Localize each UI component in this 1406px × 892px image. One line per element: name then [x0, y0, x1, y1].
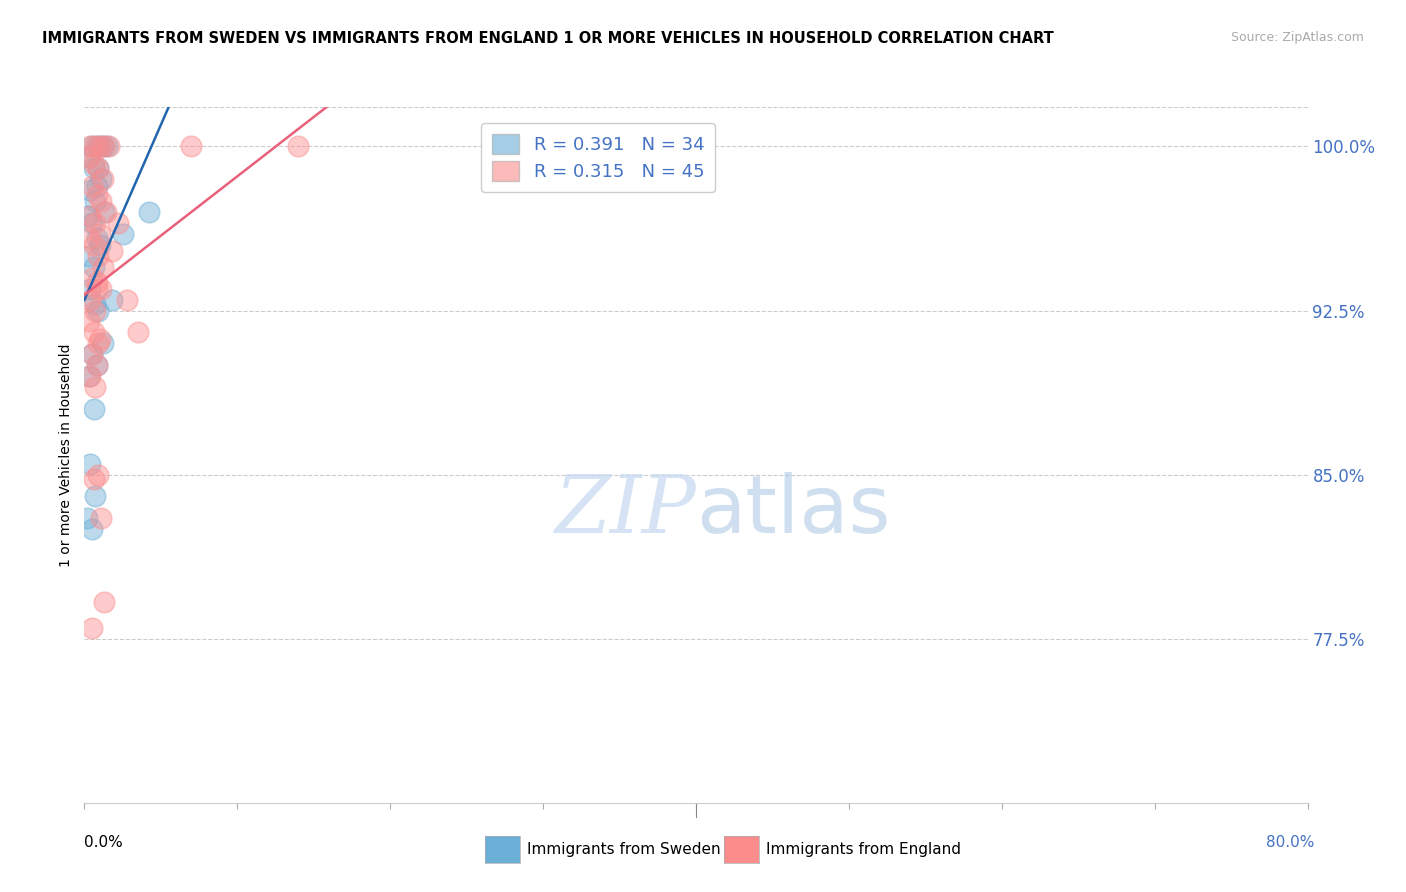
- Point: [93, 594, 115, 608]
- Point: [97, 139, 120, 153]
- Point: [80, 347, 103, 361]
- Legend: R = 0.391   N = 34, R = 0.315   N = 45: R = 0.391 N = 34, R = 0.315 N = 45: [481, 123, 716, 192]
- Point: [91, 172, 114, 186]
- Point: [93, 139, 115, 153]
- Point: [111, 227, 134, 241]
- Text: 80.0%: 80.0%: [1267, 836, 1315, 850]
- Y-axis label: 1 or more Vehicles in Household: 1 or more Vehicles in Household: [59, 343, 73, 566]
- Point: [93, 205, 115, 219]
- Point: [86, 187, 108, 202]
- Point: [287, 139, 309, 153]
- Text: 0.0%: 0.0%: [84, 836, 124, 850]
- Point: [83, 157, 105, 171]
- Point: [77, 150, 100, 164]
- Point: [76, 511, 98, 525]
- Point: [77, 369, 100, 384]
- Point: [90, 172, 112, 186]
- Point: [79, 293, 101, 307]
- Text: Immigrants from Sweden: Immigrants from Sweden: [527, 842, 721, 856]
- Point: [79, 457, 101, 471]
- Text: ZIP: ZIP: [554, 472, 696, 549]
- Point: [83, 260, 105, 274]
- Point: [80, 216, 103, 230]
- Point: [83, 326, 105, 340]
- Point: [87, 467, 110, 482]
- Point: [79, 369, 101, 384]
- Point: [86, 178, 108, 193]
- Point: [89, 227, 111, 241]
- Text: IMMIGRANTS FROM SWEDEN VS IMMIGRANTS FROM ENGLAND 1 OR MORE VEHICLES IN HOUSEHOL: IMMIGRANTS FROM SWEDEN VS IMMIGRANTS FRO…: [42, 31, 1054, 46]
- Point: [80, 139, 103, 153]
- Point: [80, 347, 103, 361]
- Point: [77, 249, 100, 263]
- Point: [80, 621, 103, 635]
- Point: [86, 139, 108, 153]
- Point: [79, 282, 101, 296]
- Point: [90, 194, 112, 208]
- Point: [79, 139, 101, 153]
- Point: [77, 150, 100, 164]
- Point: [127, 326, 149, 340]
- Point: [101, 244, 124, 259]
- Point: [79, 210, 101, 224]
- Point: [91, 139, 114, 153]
- Point: [107, 216, 129, 230]
- Point: [86, 358, 108, 372]
- Point: [84, 303, 107, 318]
- Point: [115, 293, 138, 307]
- Point: [84, 139, 107, 153]
- Point: [79, 183, 101, 197]
- Text: Immigrants from England: Immigrants from England: [766, 842, 962, 856]
- Point: [138, 205, 160, 219]
- Point: [86, 275, 108, 289]
- Point: [80, 522, 103, 536]
- Point: [84, 194, 107, 208]
- Point: [87, 336, 110, 351]
- Point: [90, 282, 112, 296]
- Point: [77, 231, 100, 245]
- Point: [87, 249, 110, 263]
- Point: [89, 139, 111, 153]
- Point: [77, 314, 100, 328]
- Point: [180, 139, 202, 153]
- Point: [83, 472, 105, 486]
- Text: atlas: atlas: [696, 472, 890, 549]
- Point: [101, 293, 124, 307]
- Point: [96, 139, 118, 153]
- Point: [83, 161, 105, 176]
- Point: [94, 205, 117, 219]
- Point: [91, 260, 114, 274]
- Text: Source: ZipAtlas.com: Source: ZipAtlas.com: [1230, 31, 1364, 45]
- Point: [84, 216, 107, 230]
- Point: [86, 282, 108, 296]
- Point: [80, 178, 103, 193]
- Point: [91, 336, 114, 351]
- Point: [89, 332, 111, 346]
- Point: [76, 210, 98, 224]
- Point: [84, 490, 107, 504]
- Point: [89, 238, 111, 252]
- Point: [87, 161, 110, 176]
- Point: [83, 401, 105, 416]
- Point: [90, 511, 112, 525]
- Point: [83, 238, 105, 252]
- Point: [86, 231, 108, 245]
- Point: [89, 139, 111, 153]
- Point: [84, 380, 107, 394]
- Point: [87, 161, 110, 176]
- Point: [87, 303, 110, 318]
- Point: [84, 297, 107, 311]
- Point: [86, 358, 108, 372]
- Point: [80, 270, 103, 285]
